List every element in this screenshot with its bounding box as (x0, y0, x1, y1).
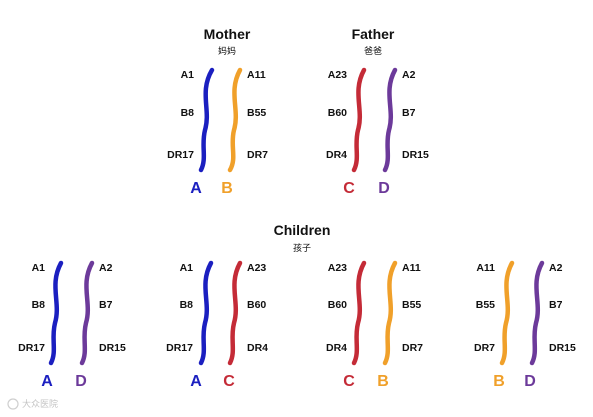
child-1-right-allele-1: A2 (99, 262, 113, 274)
child-2-chromosome-left (198, 260, 214, 366)
child-2-right-allele-2: B60 (247, 299, 266, 311)
child-1-right-allele-2: B7 (99, 299, 113, 311)
mother-subtitle: 妈妈 (218, 45, 236, 57)
child-4-letter-left: B (493, 373, 505, 390)
children-title: Children (274, 222, 331, 238)
child-3-letter-left: C (343, 373, 355, 390)
father-subtitle: 爸爸 (364, 45, 382, 57)
mother-letter-a: A (190, 180, 202, 197)
child-3-right-allele-1: A11 (402, 262, 421, 274)
child-2-letter-left: A (190, 373, 202, 390)
child-3-left-allele-1: A23 (328, 262, 347, 274)
child-1-left-allele-3: DR17 (18, 342, 45, 354)
mother-a-allele-3: DR17 (167, 149, 194, 161)
mother-a-allele-1: A1 (181, 69, 195, 81)
father-d-allele-2: B7 (402, 107, 416, 119)
mother-title: Mother (204, 26, 251, 42)
child-4-right-allele-2: B7 (549, 299, 563, 311)
father-d-allele-3: DR15 (402, 149, 429, 161)
child-4-right-allele-3: DR15 (549, 342, 576, 354)
child-3-chromosome-left (351, 260, 367, 366)
child-2-letter-right: C (223, 373, 235, 390)
child-2-right-allele-1: A23 (247, 262, 266, 274)
child-3-left-allele-3: DR4 (326, 342, 347, 354)
child-4-left-allele-3: DR7 (474, 342, 495, 354)
mother-a-allele-2: B8 (181, 107, 195, 119)
child-4-chromosome-right (529, 260, 545, 366)
father-chromosome-pair: A23 B60 DR4 A2 B7 DR15 C D (326, 67, 429, 197)
child-1-chromosome-left (48, 260, 64, 366)
father-letter-c: C (343, 180, 355, 197)
father-c-allele-2: B60 (328, 107, 347, 119)
mother-letter-b: B (221, 180, 233, 197)
child-3-right-allele-2: B55 (402, 299, 421, 311)
father-c-allele-3: DR4 (326, 149, 347, 161)
father-d-allele-1: A2 (402, 69, 416, 81)
child-1-left-allele-1: A1 (32, 262, 46, 274)
child-1-letter-right: D (75, 373, 87, 390)
child-1-chromosome-right (79, 260, 95, 366)
child-2-left-allele-2: B8 (180, 299, 194, 311)
child-2-left-allele-1: A1 (180, 262, 194, 274)
child-3-left-allele-2: B60 (328, 299, 347, 311)
child-4-chromosome-left (499, 260, 515, 366)
child-1-left-allele-2: B8 (32, 299, 46, 311)
mother-b-allele-2: B55 (247, 107, 266, 119)
child-2-left-allele-3: DR17 (166, 342, 193, 354)
child-3-letter-right: B (377, 373, 389, 390)
child-1-chromosome-pair: A1 B8 DR17 A2 B7 DR15 A D (18, 260, 126, 390)
child-2-chromosome-pair: A1 B8 DR17 A23 B60 DR4 A C (166, 260, 268, 390)
child-3-chromosome-right (382, 260, 398, 366)
father-letter-d: D (378, 180, 390, 197)
father-chromosome-d (382, 67, 398, 173)
child-4-left-allele-2: B55 (476, 299, 495, 311)
child-2-chromosome-right (227, 260, 243, 366)
child-4-left-allele-1: A11 (476, 262, 495, 274)
child-1-letter-left: A (41, 373, 53, 390)
mother-b-allele-3: DR7 (247, 149, 268, 161)
children-subtitle: 孩子 (293, 242, 311, 254)
watermark: 大众医院 (7, 398, 58, 410)
child-4-right-allele-1: A2 (549, 262, 563, 274)
child-3-right-allele-3: DR7 (402, 342, 423, 354)
father-c-allele-1: A23 (328, 69, 347, 81)
child-4-letter-right: D (524, 373, 536, 390)
mother-chromosome-pair: A1 B8 DR17 A11 B55 DR7 A B (167, 67, 268, 197)
child-1-right-allele-3: DR15 (99, 342, 126, 354)
watermark-text: 大众医院 (22, 398, 58, 410)
child-2-right-allele-3: DR4 (247, 342, 268, 354)
father-chromosome-c (351, 67, 367, 173)
father-title: Father (352, 26, 395, 42)
child-3-chromosome-pair: A23 B60 DR4 A11 B55 DR7 C B (326, 260, 423, 390)
mother-b-allele-1: A11 (247, 69, 266, 81)
mother-chromosome-a (198, 67, 215, 173)
mother-chromosome-b (227, 67, 243, 173)
watermark-logo-icon (7, 398, 19, 410)
child-4-chromosome-pair: A11 B55 DR7 A2 B7 DR15 B D (474, 260, 576, 390)
